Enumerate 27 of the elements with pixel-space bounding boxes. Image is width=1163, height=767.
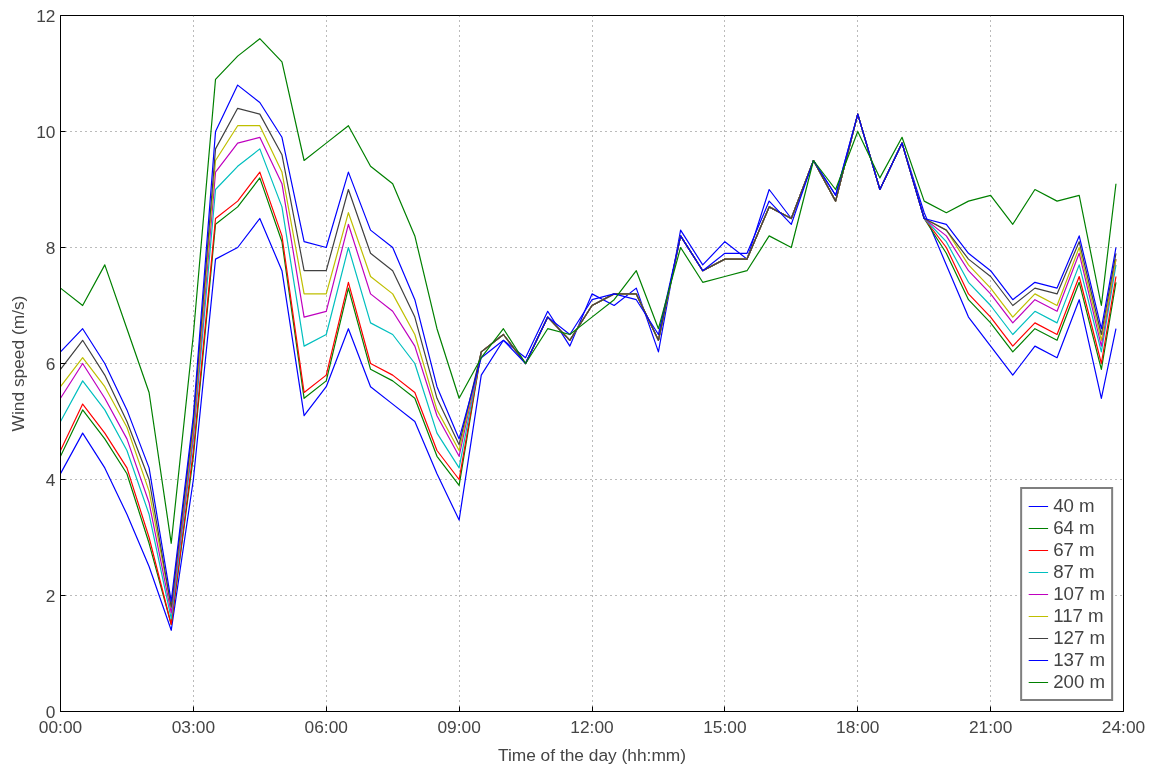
legend-label: 87 m xyxy=(1053,561,1095,583)
x-tick-label: 21:00 xyxy=(968,716,1013,737)
y-tick-label: 10 xyxy=(36,121,56,142)
legend-label: 127 m xyxy=(1053,627,1105,649)
line-series xyxy=(60,38,1117,544)
x-tick-label: 06:00 xyxy=(304,716,348,737)
y-tick-label: 2 xyxy=(45,585,56,606)
legend-label: 64 m xyxy=(1053,517,1095,539)
legend-label: 137 m xyxy=(1053,649,1105,671)
x-tick-label: 12:00 xyxy=(570,716,614,737)
y-tick-label: 6 xyxy=(45,353,56,374)
x-tick-label: 24:00 xyxy=(1101,716,1146,737)
x-tick-label: 18:00 xyxy=(836,716,880,737)
y-tick-label: 0 xyxy=(45,701,56,722)
legend-label: 117 m xyxy=(1053,605,1104,627)
y-tick-label: 12 xyxy=(36,5,56,26)
legend-label: 67 m xyxy=(1053,539,1095,561)
x-tick-label: 03:00 xyxy=(171,716,216,737)
x-axis-title: Time of the day (hh:mm) xyxy=(497,744,687,765)
legend-label: 200 m xyxy=(1053,671,1105,693)
x-tick-label: 09:00 xyxy=(437,716,481,737)
y-axis-title: Wind speed (m/s) xyxy=(8,295,29,432)
y-tick-label: 8 xyxy=(45,237,56,258)
x-tick-label: 15:00 xyxy=(703,716,747,737)
legend-label: 40 m xyxy=(1053,495,1095,517)
legend-label: 107 m xyxy=(1053,583,1105,605)
y-tick-label: 4 xyxy=(45,469,56,490)
